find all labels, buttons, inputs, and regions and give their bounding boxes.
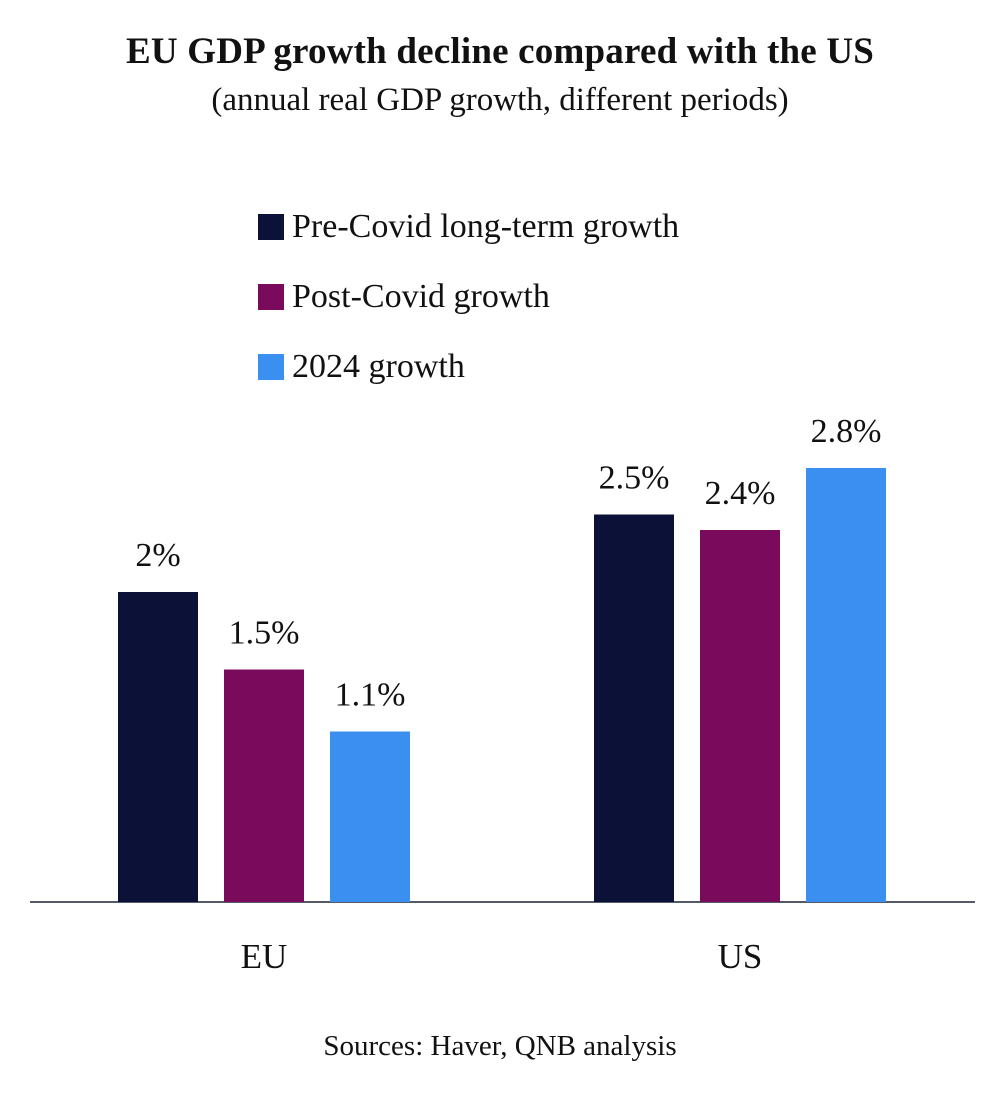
x-tick-label-us: US [718,937,763,976]
bar-eu-series-0 [118,592,198,902]
data-label-eu-series-2: 1.1% [335,677,406,714]
bar-eu-series-1 [224,669,304,902]
data-label-eu-series-0: 2% [135,537,180,574]
chart-title: EU GDP growth decline compared with the … [125,31,875,72]
bar-us-series-1 [700,530,780,902]
source-note: Sources: Haver, QNB analysis [323,1030,677,1062]
chart-subtitle: (annual real GDP growth, different perio… [211,82,789,118]
legend-swatch-pre-covid [258,214,284,240]
x-tick-label-eu: EU [241,937,288,976]
legend-swatch-post-covid [258,284,284,310]
legend-label-post-covid: Post-Covid growth [292,278,550,315]
bar-us-series-0 [594,514,674,902]
legend: Pre-Covid long-term growth Post-Covid gr… [258,192,679,402]
legend-item-post-covid: Post-Covid growth [258,262,679,332]
data-label-us-series-2: 2.8% [811,413,882,450]
legend-swatch-2024 [258,354,284,380]
legend-item-pre-covid: Pre-Covid long-term growth [258,192,679,262]
legend-label-2024: 2024 growth [292,348,465,385]
bar-us-series-2 [806,468,886,902]
bar-eu-series-2 [330,731,410,902]
legend-item-2024: 2024 growth [258,332,679,402]
data-label-us-series-1: 2.4% [705,475,776,512]
data-label-eu-series-1: 1.5% [229,615,300,652]
legend-label-pre-covid: Pre-Covid long-term growth [292,208,680,245]
data-label-us-series-0: 2.5% [599,460,670,497]
bar-chart: 2% 1.5% 1.1% EU 2.5% 2.4% 2.8% US [30,413,975,976]
